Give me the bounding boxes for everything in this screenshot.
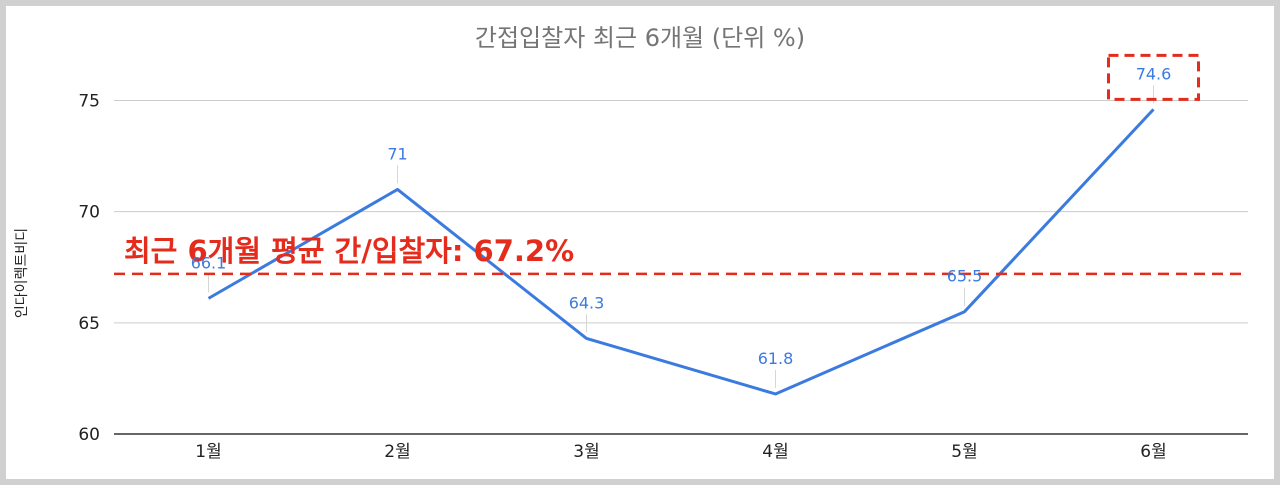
data-label: 65.5 bbox=[947, 267, 983, 286]
data-labels: 66.1 71 64.3 61.8 65.5 74.6 bbox=[191, 64, 1172, 368]
y-tick-label: 75 bbox=[78, 91, 100, 111]
y-tick-label: 65 bbox=[78, 314, 100, 334]
data-label: 71 bbox=[387, 144, 407, 163]
y-tick-label: 60 bbox=[78, 425, 100, 445]
average-reference-label: 최근 6개월 평균 간/입찰자: 67.2% bbox=[124, 234, 574, 268]
x-tick-label: 3월 bbox=[573, 442, 599, 462]
series-line bbox=[207, 108, 1155, 396]
chart-card: 간접입찰자 최근 6개월 (단위 %) 인다이렉트비디 60 65 70 75 1월 2… bbox=[6, 6, 1274, 479]
x-tick-label: 1월 bbox=[195, 442, 221, 462]
x-tick-labels: 1월 2월 3월 4월 5월 6월 bbox=[195, 442, 1166, 462]
data-label: 66.1 bbox=[191, 253, 227, 272]
x-tick-label: 6월 bbox=[1140, 442, 1166, 462]
gridlines bbox=[114, 99, 1248, 435]
chart-title: 간접입찰자 최근 6개월 (단위 %) bbox=[475, 24, 805, 52]
y-tick-label: 70 bbox=[78, 203, 100, 223]
y-tick-labels: 60 65 70 75 bbox=[78, 91, 100, 445]
x-tick-label: 2월 bbox=[384, 442, 410, 462]
data-label: 74.6 bbox=[1136, 64, 1172, 83]
x-tick-label: 5월 bbox=[951, 442, 977, 462]
data-label: 64.3 bbox=[569, 293, 605, 312]
data-label: 61.8 bbox=[758, 349, 794, 368]
x-tick-label: 4월 bbox=[762, 442, 788, 462]
y-axis-label: 인다이렉트비디 bbox=[14, 228, 30, 318]
line-chart: 간접입찰자 최근 6개월 (단위 %) 인다이렉트비디 60 65 70 75 1월 2… bbox=[14, 24, 1248, 462]
highlight-box bbox=[1107, 53, 1200, 101]
data-label-leaders bbox=[208, 85, 1154, 388]
